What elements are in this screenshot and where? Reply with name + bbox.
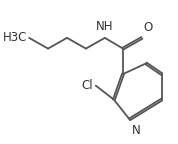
Text: N: N [132,124,141,137]
Text: O: O [143,21,153,34]
Text: H3C: H3C [3,31,27,44]
Text: NH: NH [96,20,114,33]
Text: Cl: Cl [82,79,93,92]
